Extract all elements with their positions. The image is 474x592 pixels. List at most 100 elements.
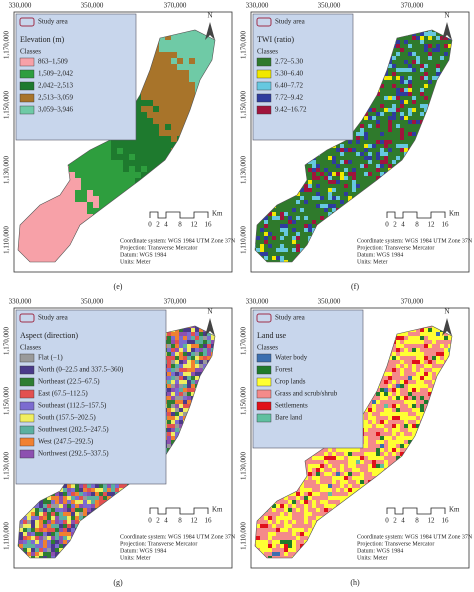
map-patch bbox=[27, 516, 31, 520]
map-patch bbox=[171, 100, 177, 106]
map-patch bbox=[27, 536, 31, 540]
map-patch bbox=[384, 156, 388, 160]
map-patch bbox=[372, 100, 376, 104]
map-patch bbox=[388, 64, 392, 68]
map-patch bbox=[93, 166, 99, 172]
scale-unit: Km bbox=[212, 210, 223, 218]
map-patch bbox=[304, 220, 308, 224]
map-patch bbox=[207, 52, 213, 58]
map-patch bbox=[360, 132, 364, 136]
map-patch bbox=[171, 130, 177, 136]
map-patch bbox=[312, 184, 316, 188]
map-patch bbox=[264, 216, 268, 220]
map-patch bbox=[135, 142, 141, 148]
map-patch bbox=[384, 160, 388, 164]
map-patch bbox=[424, 60, 428, 64]
map-patch bbox=[35, 504, 39, 508]
map-patch bbox=[312, 224, 316, 228]
map-patch bbox=[440, 52, 444, 56]
map-patch bbox=[316, 184, 320, 188]
legend-label: 9.42–16.72 bbox=[275, 106, 307, 114]
map-patch bbox=[153, 76, 159, 82]
map-patch bbox=[159, 64, 165, 70]
map-patch bbox=[384, 84, 388, 88]
map-patch bbox=[292, 204, 296, 208]
map-panel: 330,000 350,000 370,0001,170,0001,150,0001… bbox=[240, 2, 473, 291]
map-patch bbox=[141, 100, 147, 106]
map-patch bbox=[264, 236, 268, 240]
y-tick-label: 1,110,000 bbox=[3, 226, 11, 254]
map-patch bbox=[123, 178, 129, 184]
map-patch bbox=[412, 100, 416, 104]
map-patch bbox=[183, 82, 189, 88]
map-patch bbox=[147, 124, 153, 130]
map-patch bbox=[344, 172, 348, 176]
map-patch bbox=[87, 172, 93, 178]
map-patch bbox=[135, 148, 141, 154]
map-patch bbox=[177, 76, 183, 82]
map-patch bbox=[388, 88, 392, 92]
map-patch bbox=[300, 188, 304, 192]
map-patch bbox=[352, 164, 356, 168]
map-patch bbox=[328, 176, 332, 180]
map-patch bbox=[420, 52, 424, 56]
map-patch bbox=[153, 94, 159, 100]
map-patch bbox=[340, 188, 344, 192]
map-patch bbox=[392, 164, 396, 168]
map-patch bbox=[388, 148, 392, 152]
map-patch bbox=[396, 100, 400, 104]
map-patch bbox=[396, 76, 400, 80]
map-patch bbox=[372, 164, 376, 168]
map-patch bbox=[404, 44, 408, 48]
study-area-swatch bbox=[19, 17, 35, 27]
map-patch bbox=[183, 40, 189, 46]
map-patch bbox=[23, 524, 27, 528]
legend-swatch bbox=[19, 57, 35, 67]
map-patch bbox=[324, 156, 328, 160]
map-patch bbox=[412, 104, 416, 108]
map-panel: 330,000 350,000 370,0001,170,0001,150,0001… bbox=[3, 298, 236, 587]
map-patch bbox=[404, 72, 408, 76]
map-patch bbox=[408, 92, 412, 96]
map-patch bbox=[364, 128, 368, 132]
map-patch bbox=[272, 212, 276, 216]
map-patch bbox=[159, 118, 165, 124]
map-patch bbox=[392, 140, 396, 144]
map-patch bbox=[420, 36, 424, 40]
map-patch bbox=[195, 46, 201, 52]
map-patch bbox=[412, 88, 416, 92]
map-patch bbox=[408, 88, 412, 92]
map-patch bbox=[300, 236, 304, 240]
map-patch bbox=[304, 188, 308, 192]
map-patch bbox=[400, 48, 404, 52]
map-patch bbox=[207, 46, 213, 52]
map-patch bbox=[440, 64, 444, 68]
map-patch bbox=[308, 160, 312, 164]
map-patch bbox=[328, 172, 332, 176]
map-patch bbox=[392, 76, 396, 80]
y-tick-label: 1,150,000 bbox=[3, 91, 11, 120]
map-patch bbox=[296, 228, 300, 232]
legend-title: Elevation (m) bbox=[20, 35, 65, 44]
map-patch bbox=[416, 80, 420, 84]
coord-text: Units: Meter bbox=[357, 259, 388, 265]
map-patch bbox=[352, 168, 356, 172]
map-patch bbox=[388, 100, 392, 104]
map-patch bbox=[336, 152, 340, 156]
map-patch bbox=[360, 160, 364, 164]
map-patch bbox=[364, 168, 368, 172]
map-patch bbox=[153, 160, 159, 166]
map-patch bbox=[388, 96, 392, 100]
map-patch bbox=[356, 132, 360, 136]
map-patch bbox=[69, 232, 75, 238]
map-patch bbox=[284, 228, 288, 232]
map-patch bbox=[404, 40, 408, 44]
map-patch bbox=[296, 196, 300, 200]
map-patch bbox=[384, 108, 388, 112]
map-patch bbox=[75, 196, 81, 202]
map-patch bbox=[201, 64, 207, 70]
map-patch bbox=[117, 148, 123, 154]
map-patch bbox=[93, 154, 99, 160]
map-patch bbox=[27, 214, 33, 220]
map-patch bbox=[360, 128, 364, 132]
